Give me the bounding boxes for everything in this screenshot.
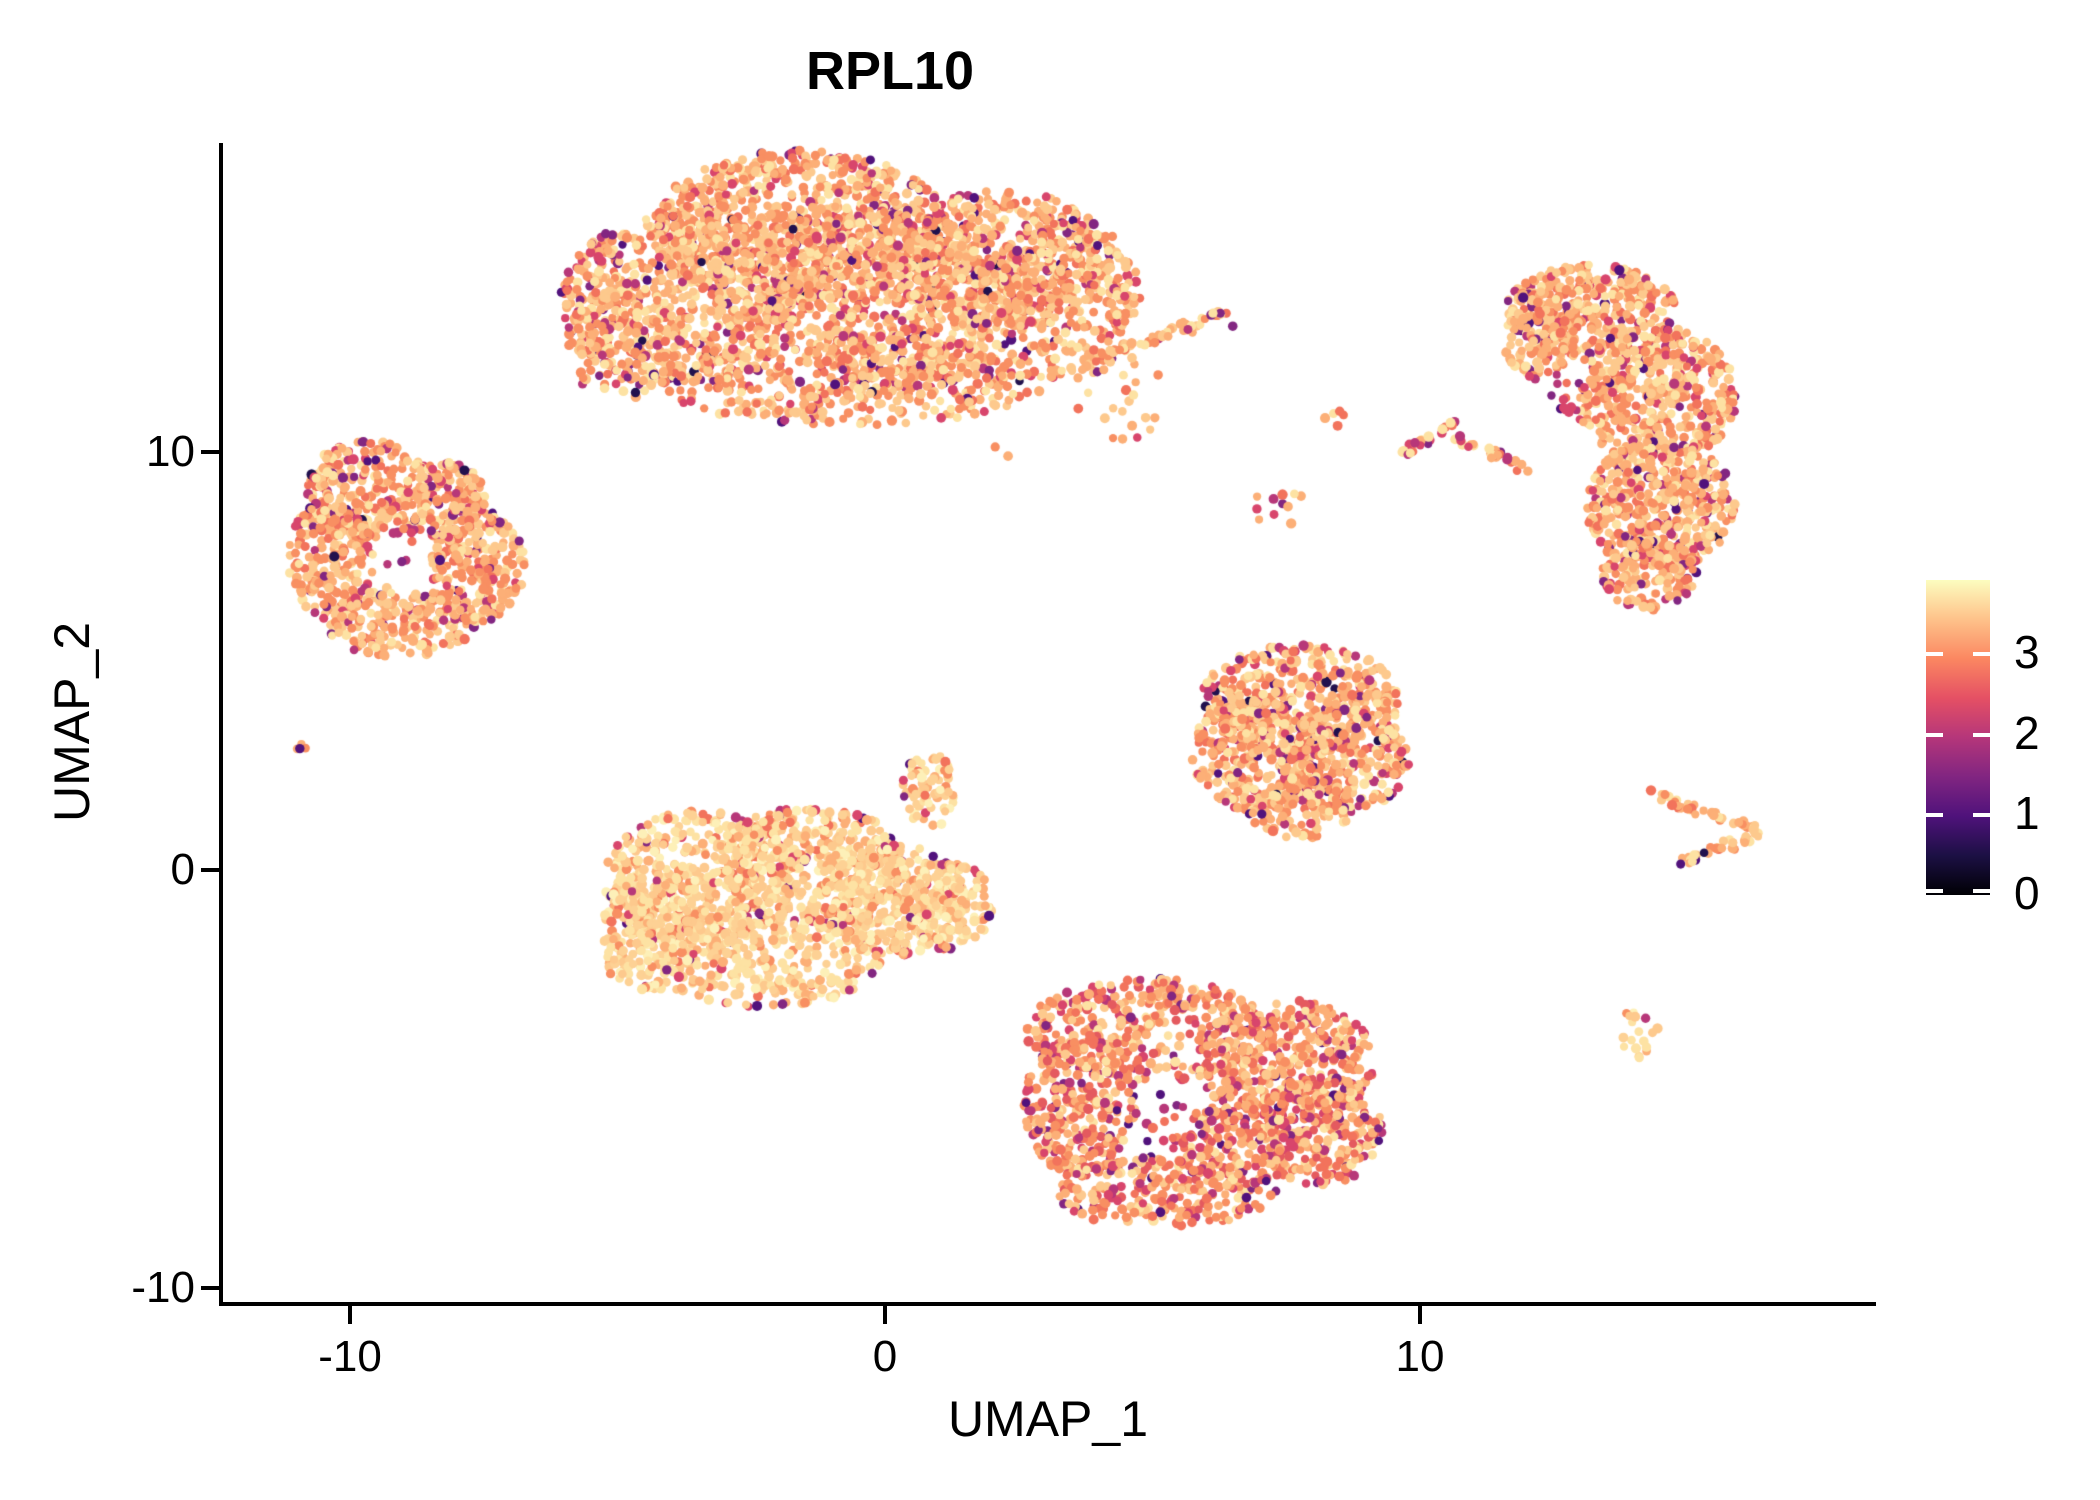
colorbar-label: 1: [2014, 787, 2040, 839]
x-axis-title: UMAP_1: [947, 1391, 1149, 1447]
plot-title: RPL10: [805, 41, 975, 101]
expression-colorbar: [1926, 580, 1990, 895]
colorbar-tick: [1973, 733, 1990, 737]
x-axis-tick: [883, 1306, 887, 1324]
colorbar-tick: [1926, 652, 1943, 656]
y-axis-title: UMAP_2: [44, 621, 100, 823]
y-axis-tick: [201, 450, 219, 454]
x-tick-label: 0: [872, 1332, 898, 1381]
x-axis-line: [219, 1302, 1876, 1306]
y-tick-label: -10: [131, 1263, 195, 1312]
x-axis-tick: [348, 1306, 352, 1324]
x-axis-tick: [1418, 1306, 1422, 1324]
x-tick-label: -10: [318, 1332, 382, 1381]
y-axis-tick: [201, 1286, 219, 1290]
colorbar-label: 2: [2014, 707, 2040, 759]
colorbar-tick: [1973, 889, 1990, 893]
colorbar-label: 0: [2014, 867, 2040, 919]
colorbar-tick: [1973, 652, 1990, 656]
y-axis-line: [219, 143, 223, 1306]
y-tick-label: 10: [146, 427, 195, 476]
colorbar-tick: [1973, 813, 1990, 817]
y-axis-tick: [201, 868, 219, 872]
colorbar-label: 3: [2014, 626, 2040, 678]
colorbar-tick: [1926, 813, 1943, 817]
y-tick-label: 0: [170, 845, 195, 894]
colorbar-tick: [1926, 733, 1943, 737]
colorbar-tick: [1926, 889, 1943, 893]
x-tick-label: 10: [1395, 1332, 1445, 1381]
